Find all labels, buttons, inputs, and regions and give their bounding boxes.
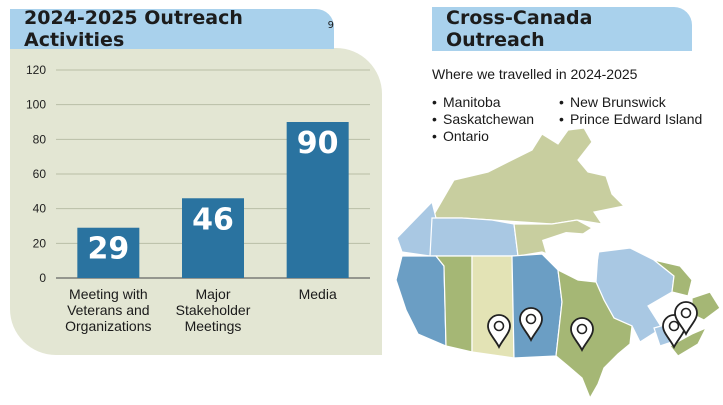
- category-label: Stakeholder: [176, 302, 251, 318]
- bar: [77, 227, 140, 278]
- canada-map: [395, 127, 721, 400]
- province-item: Prince Edward Island: [559, 111, 702, 128]
- bar-value-label: 29: [87, 232, 129, 267]
- province-item: New Brunswick: [559, 94, 702, 111]
- map-region-ontario: [555, 268, 633, 400]
- province-list-left: ManitobaSaskatchewanOntario: [432, 94, 534, 145]
- map-pin-icon: [674, 301, 698, 337]
- category-label: Major: [195, 286, 230, 302]
- y-tick-label: 20: [33, 236, 47, 250]
- y-tick-label: 60: [33, 167, 47, 181]
- province-item: Manitoba: [432, 94, 534, 111]
- map-provinces: [395, 127, 721, 400]
- category-label: Organizations: [65, 318, 151, 334]
- map-region-nwt: [429, 217, 519, 257]
- travel-heading: Where we travelled in 2024-2025: [432, 66, 638, 82]
- map-pin-icon: [487, 314, 511, 350]
- y-tick-label: 80: [33, 132, 47, 146]
- map-pin-icon: [570, 317, 594, 353]
- bar: [182, 198, 244, 278]
- map-region-bc: [395, 255, 447, 347]
- map-region-saskatchewan: [471, 255, 515, 359]
- category-label: Veterans and: [67, 302, 150, 318]
- map-region-labrador: [653, 259, 693, 297]
- bar-value-label: 46: [192, 202, 234, 237]
- map-region-alberta: [434, 255, 473, 353]
- province-item: Ontario: [432, 128, 534, 145]
- y-tick-label: 100: [26, 98, 46, 112]
- category-label: Media: [299, 286, 337, 302]
- outreach-activities-title-text: 2024-2025 Outreach Activities: [24, 7, 243, 51]
- outreach-activities-title: 2024-2025 Outreach Activities 9: [10, 7, 334, 51]
- y-tick-label: 40: [33, 202, 47, 216]
- map-region-north: [430, 127, 626, 225]
- map-pin-icon: [519, 307, 543, 343]
- bar: [286, 122, 349, 278]
- cross-canada-title: Cross-Canada Outreach: [432, 7, 692, 51]
- category-label: Meetings: [185, 318, 242, 334]
- province-list-right: New BrunswickPrince Edward Island: [559, 94, 702, 128]
- footnote-marker: 9: [327, 19, 334, 31]
- map-region-nova-scotia: [669, 326, 708, 357]
- category-label: Meeting with: [69, 286, 148, 302]
- y-tick-label: 120: [26, 63, 46, 77]
- map-pins: [487, 301, 698, 353]
- map-region-manitoba: [511, 253, 563, 359]
- hudson-bay: [542, 232, 600, 276]
- y-tick-label: 0: [39, 271, 46, 285]
- bar-value-label: 90: [297, 126, 339, 161]
- province-item: Saskatchewan: [432, 111, 534, 128]
